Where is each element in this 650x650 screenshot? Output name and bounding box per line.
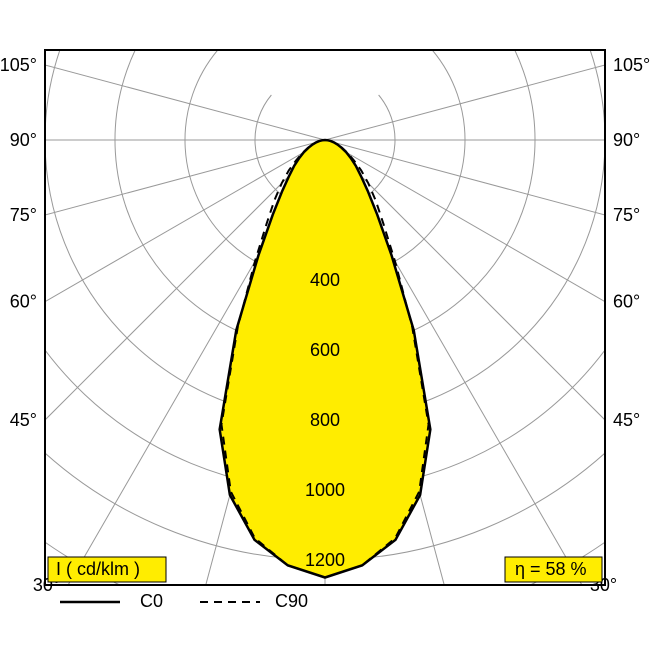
angle-label-left: 90° xyxy=(10,130,37,150)
radial-tick-label: 800 xyxy=(310,410,340,430)
angle-label-left: 45° xyxy=(10,410,37,430)
radial-tick-label: 400 xyxy=(310,270,340,290)
units-label: I ( cd/klm ) xyxy=(56,559,140,579)
radial-tick-label: 1000 xyxy=(305,480,345,500)
legend-c0-label: C0 xyxy=(140,591,163,611)
radial-tick-label: 600 xyxy=(310,340,340,360)
chart-canvas: 4006008001000120030°30°45°45°60°60°75°75… xyxy=(0,0,650,650)
angle-label-right: 90° xyxy=(613,130,640,150)
angle-label-right: 105° xyxy=(613,55,650,75)
angle-label-left: 75° xyxy=(10,205,37,225)
angle-label-left: 60° xyxy=(10,292,37,312)
efficiency-label: η = 58 % xyxy=(515,559,587,579)
angle-label-right: 75° xyxy=(613,205,640,225)
angle-label-right: 60° xyxy=(613,292,640,312)
angle-label-right: 45° xyxy=(613,410,640,430)
legend-c90-label: C90 xyxy=(275,591,308,611)
photometric-polar-chart: 4006008001000120030°30°45°45°60°60°75°75… xyxy=(0,0,650,650)
angle-label-left: 105° xyxy=(0,55,37,75)
radial-tick-label: 1200 xyxy=(305,550,345,570)
